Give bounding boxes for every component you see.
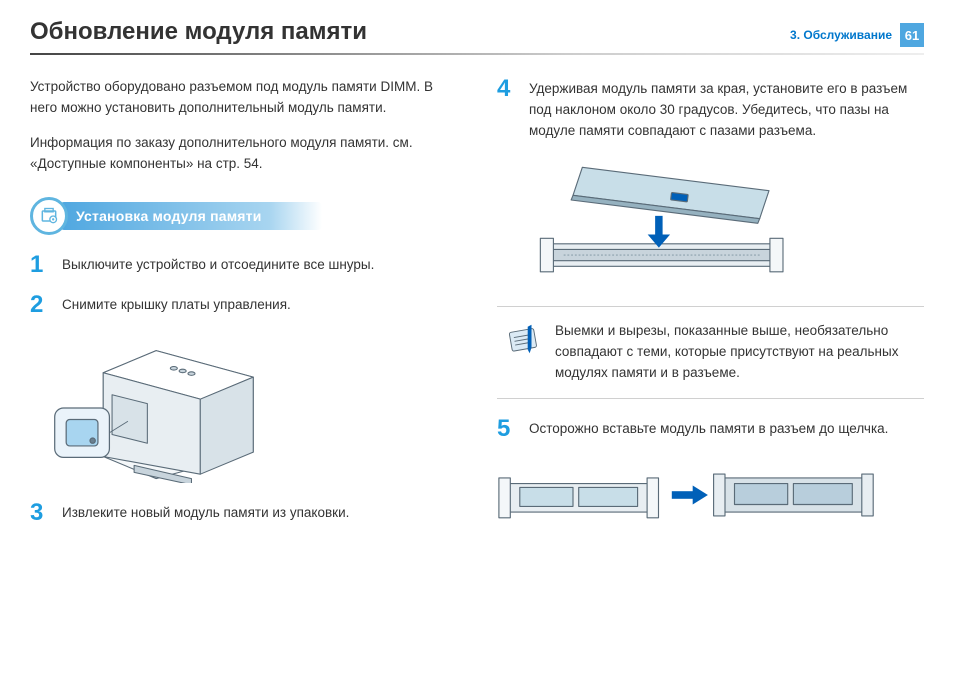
steps-left: 1 Выключите устройство и отсоедините все… (30, 253, 457, 525)
step-text: Снимите крышку платы управления. (62, 293, 291, 317)
intro-block: Устройство оборудовано разъемом под моду… (30, 77, 457, 175)
step-text: Удерживая модуль памяти за края, установ… (529, 77, 924, 142)
page-title: Обновление модуля памяти (30, 18, 367, 46)
step-4: 4 Удерживая модуль памяти за края, устан… (497, 77, 924, 142)
step-5: 5 Осторожно вставьте модуль памяти в раз… (497, 417, 924, 441)
step-text: Выключите устройство и отсоедините все ш… (62, 253, 374, 277)
step-3: 3 Извлеките новый модуль памяти из упако… (30, 501, 457, 525)
printer-icon (50, 333, 280, 483)
dimm-click-illustration (497, 457, 924, 533)
right-column: 4 Удерживая модуль памяти за края, устан… (497, 77, 924, 551)
memory-module-icon (517, 158, 797, 289)
left-column: Устройство оборудовано разъемом под моду… (30, 77, 457, 551)
step-text: Осторожно вставьте модуль памяти в разъе… (529, 417, 888, 441)
step-num: 2 (30, 293, 50, 317)
dimm-insert-illustration (517, 158, 924, 289)
section-banner: Установка модуля памяти (30, 197, 457, 235)
step-1: 1 Выключите устройство и отсоедините все… (30, 253, 457, 277)
note-box: Выемки и вырезы, показанные выше, необяз… (497, 306, 924, 399)
step-2: 2 Снимите крышку платы управления. (30, 293, 457, 317)
columns: Устройство оборудовано разъемом под моду… (30, 77, 924, 551)
title-rule (30, 53, 924, 55)
page: Обновление модуля памяти 3. Обслуживание… (0, 0, 954, 581)
printer-gear-icon (30, 197, 68, 235)
note-icon (503, 321, 541, 364)
step-num: 5 (497, 417, 517, 441)
page-number-badge: 61 (900, 23, 924, 47)
section-label: 3. Обслуживание (790, 28, 892, 42)
printer-illustration (50, 333, 457, 483)
step-text: Извлеките новый модуль памяти из упаковк… (62, 501, 349, 525)
intro-p2: Информация по заказу дополнительного мод… (30, 133, 457, 175)
intro-p1: Устройство оборудовано разъемом под моду… (30, 77, 457, 119)
step-num: 4 (497, 77, 517, 142)
header-right: 3. Обслуживание 61 (790, 23, 924, 47)
memory-insert-icon (497, 457, 877, 533)
header-row: Обновление модуля памяти 3. Обслуживание… (30, 18, 924, 47)
step-num: 1 (30, 253, 50, 277)
note-text: Выемки и вырезы, показанные выше, необяз… (555, 321, 918, 384)
section-label-text: Установка модуля памяти (60, 202, 322, 230)
step-num: 3 (30, 501, 50, 525)
